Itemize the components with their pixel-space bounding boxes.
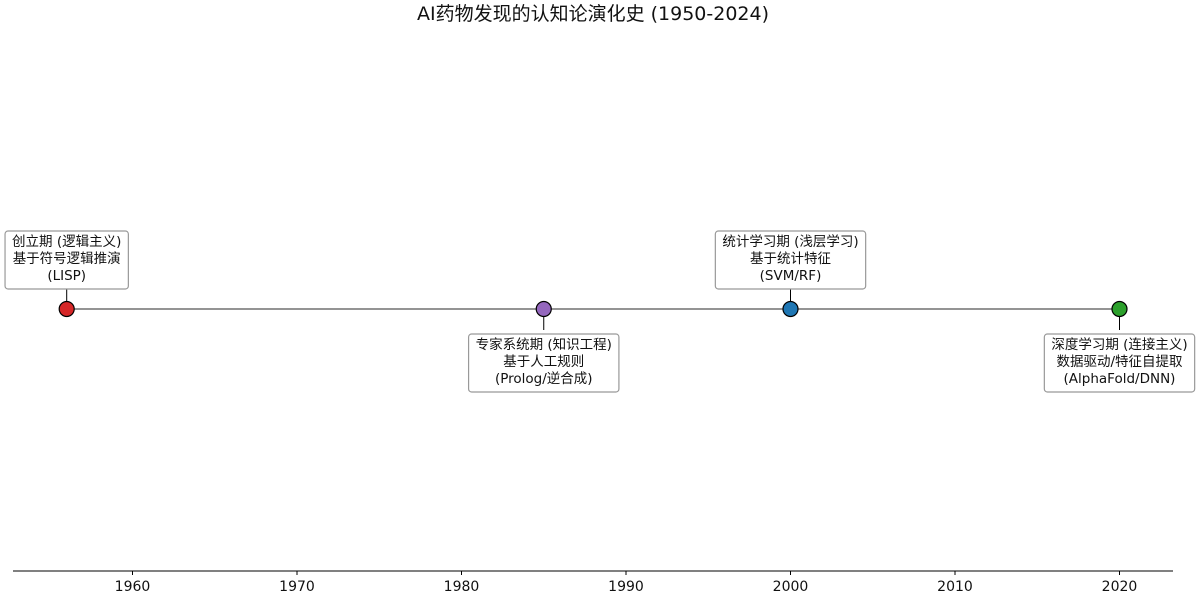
event-label-line: (AlphaFold/DNN) xyxy=(1064,371,1176,387)
event-annotation-box xyxy=(1043,333,1196,393)
event-label-line: 基于符号逻辑推演 xyxy=(13,250,121,267)
timeline-events: 创立期 (逻辑主义)基于符号逻辑推演(LISP) 专家系统期 (知识工程)基于人工… xyxy=(4,230,1196,393)
event-label-line: (SVM/RF) xyxy=(760,268,822,284)
event-marker xyxy=(58,300,75,318)
event-annotation-box xyxy=(4,230,129,290)
x-tick-label: 1970 xyxy=(279,579,315,595)
x-tick-label: 2020 xyxy=(1102,579,1138,595)
event-label-line: 专家系统期 (知识工程) xyxy=(476,336,612,353)
event-label-line: 创立期 (逻辑主义) xyxy=(12,234,121,250)
x-axis-ticks: 1960 1970 1980 1990 2000 2010 2020 xyxy=(115,571,1138,595)
timeline-event: 深度学习期 (连接主义)数据驱动/特征自提取(AlphaFold/DNN) xyxy=(1043,300,1196,393)
event-label-line: (Prolog/逆合成) xyxy=(495,371,593,387)
event-annotation-box xyxy=(714,230,867,290)
x-tick-label: 1980 xyxy=(444,579,480,595)
timeline-event: 创立期 (逻辑主义)基于符号逻辑推演(LISP) xyxy=(4,230,129,318)
event-marker xyxy=(1111,300,1128,318)
event-label-line: 数据驱动/特征自提取 xyxy=(1056,354,1183,370)
event-label-line: (LISP) xyxy=(47,268,86,284)
event-annotation-box xyxy=(467,333,620,393)
timeline-event: 统计学习期 (浅层学习)基于统计特征(SVM/RF) xyxy=(714,230,867,318)
timeline-event: 专家系统期 (知识工程)基于人工规则(Prolog/逆合成) xyxy=(467,300,620,393)
chart-title: AI药物发现的认知论演化史 (1950-2024) xyxy=(417,3,769,25)
event-label-line: 深度学习期 (连接主义) xyxy=(1051,336,1187,353)
event-marker xyxy=(782,300,799,318)
event-marker xyxy=(535,300,552,318)
x-tick-label: 1990 xyxy=(608,579,644,595)
event-label-line: 基于统计特征 xyxy=(750,250,831,267)
x-tick-label: 2010 xyxy=(937,579,973,595)
x-tick-label: 2000 xyxy=(773,579,809,595)
x-tick-label: 1960 xyxy=(115,579,151,595)
event-label-line: 基于人工规则 xyxy=(503,353,584,370)
event-label-line: 统计学习期 (浅层学习) xyxy=(722,234,858,250)
